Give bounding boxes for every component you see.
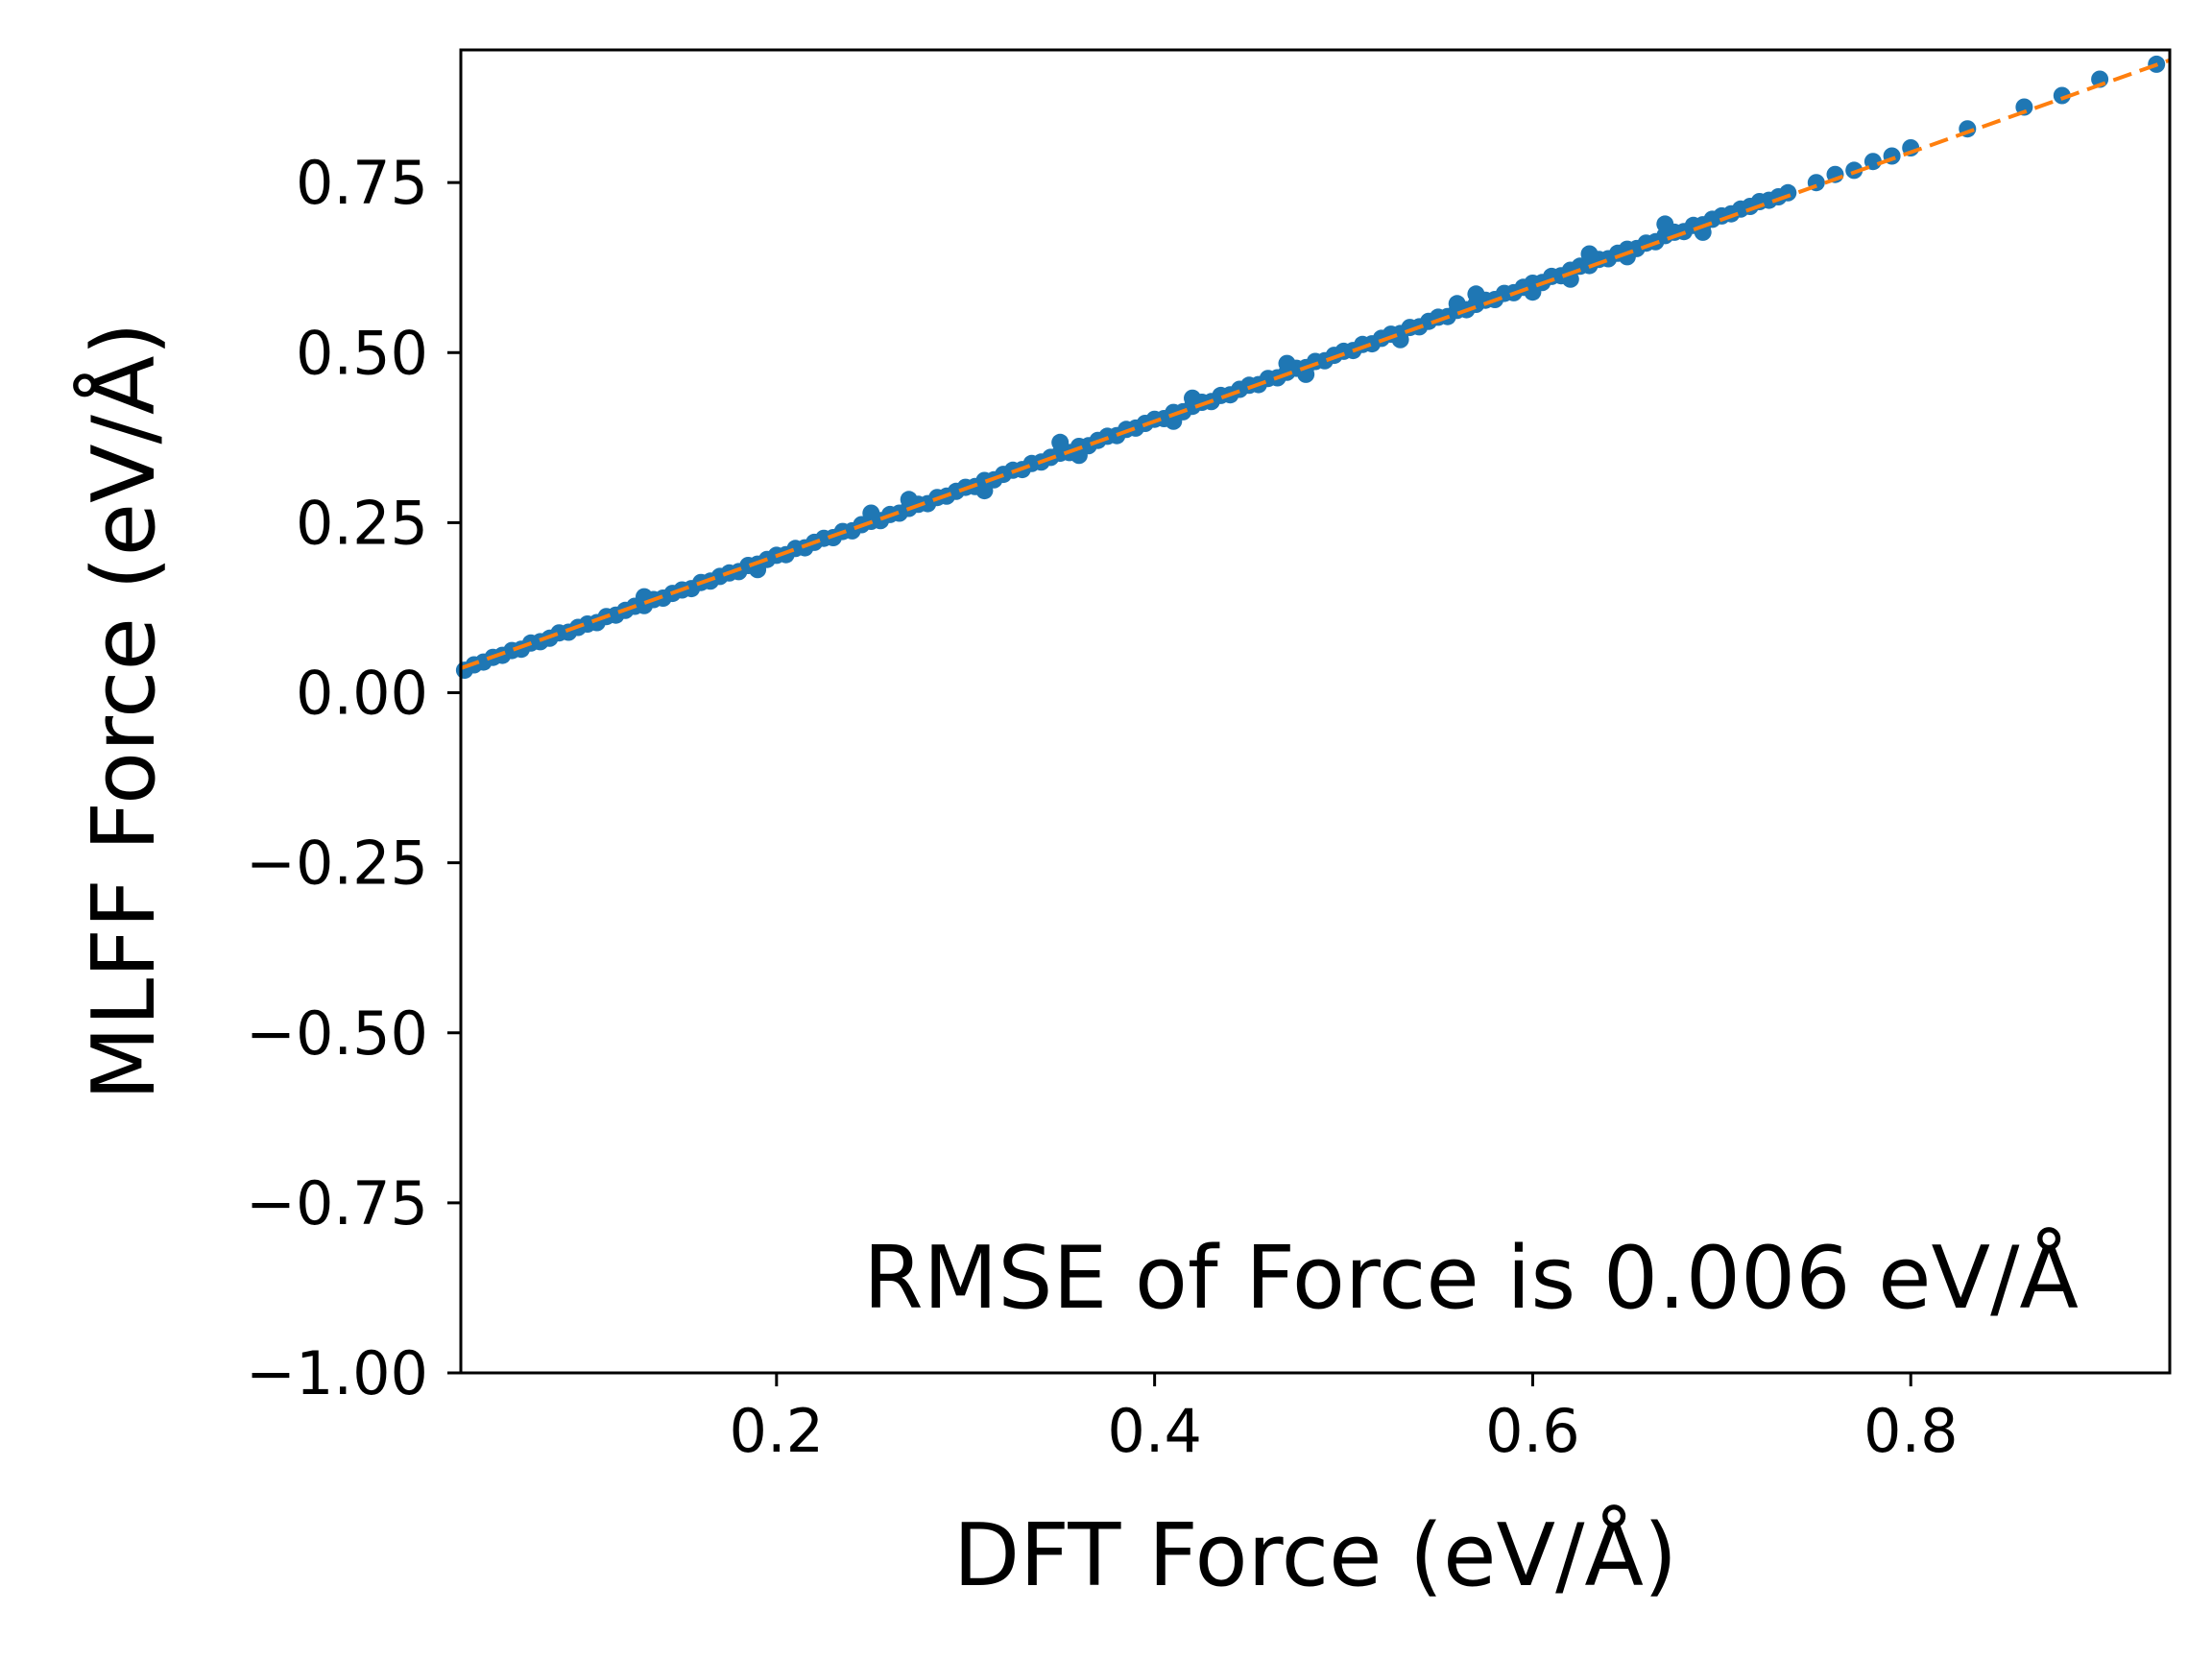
data-point	[2053, 86, 2071, 105]
plot-area-background	[461, 50, 2170, 1373]
data-point	[1524, 283, 1542, 301]
data-point	[1165, 412, 1183, 430]
data-point	[1278, 354, 1296, 373]
y-tick-label: −1.00	[246, 1338, 428, 1408]
x-tick-label: 0.6	[1485, 1396, 1580, 1466]
fit-line	[460, 58, 2171, 670]
y-tick-label: −0.50	[246, 998, 428, 1069]
y-axis-ticks: −1.00 −0.75 −0.50 −0.25 0.00 0.25 0.50 0.75	[246, 148, 461, 1408]
x-tick-label: 0.8	[1863, 1396, 1959, 1466]
x-tick-label: 0.2	[730, 1396, 825, 1466]
plot-frame	[459, 48, 2172, 1375]
annotation-rmse: RMSE of Force is 0.006 eV/Å	[863, 1226, 2079, 1329]
x-tick-label: 0.4	[1107, 1396, 1202, 1466]
y-tick-label: 0.75	[296, 148, 428, 218]
y-tick-label: 0.00	[296, 659, 428, 729]
y-tick-label: 0.50	[296, 318, 428, 388]
data-point	[1184, 389, 1201, 407]
data-point	[1467, 285, 1485, 303]
y-axis-label: MLFF Force (eV/Å)	[72, 322, 175, 1100]
data-point	[1656, 215, 1674, 233]
y-tick-label: 0.25	[296, 488, 428, 558]
data-point	[975, 482, 994, 500]
y-tick-label: −0.75	[246, 1168, 428, 1238]
y-tick-label: −0.25	[246, 829, 428, 899]
data-point	[1448, 295, 1466, 313]
data-point	[1051, 433, 1070, 451]
data-point	[1580, 245, 1599, 263]
data-point	[2015, 98, 2033, 116]
x-axis-ticks: 0.2 0.4 0.6 0.8	[730, 1373, 1959, 1466]
x-axis-label: DFT Force (eV/Å)	[953, 1503, 1677, 1606]
data-point	[1845, 161, 1863, 180]
data-point	[900, 491, 918, 509]
data-point	[862, 504, 880, 522]
